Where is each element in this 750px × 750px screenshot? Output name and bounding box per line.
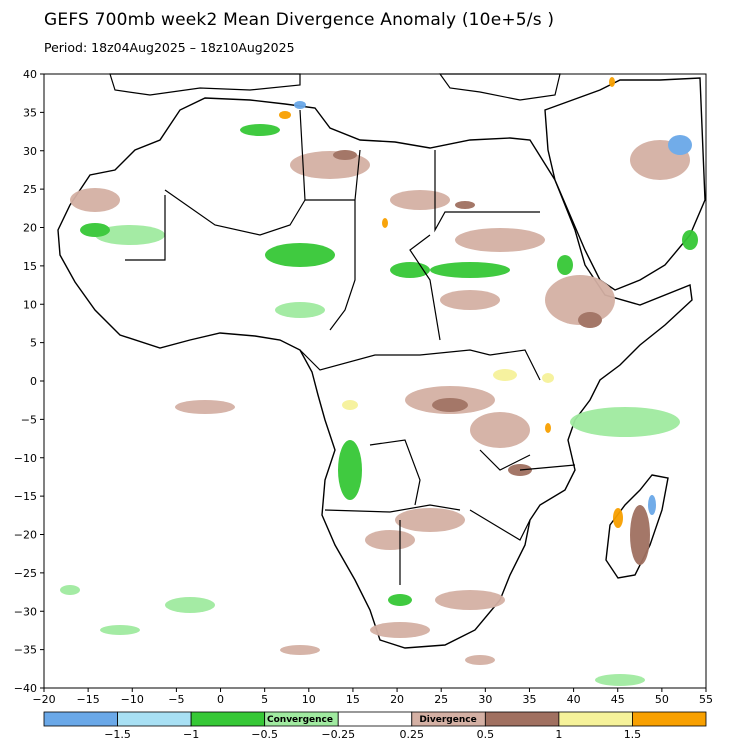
y-tick-label: 20: [23, 222, 37, 235]
colorbar-swatch: [337, 711, 413, 727]
x-tick-label: 35: [522, 693, 536, 706]
colorbar-label: 0.25: [400, 728, 425, 741]
x-tick-label: 5: [261, 693, 268, 706]
country-borders: [125, 109, 576, 585]
colorbar-label: −0.25: [321, 728, 355, 741]
y-tick-label: 15: [23, 260, 37, 273]
colorbar-label: 0.5: [477, 728, 495, 741]
x-tick-label: 50: [655, 693, 669, 706]
x-tick-label: −5: [168, 693, 184, 706]
map-period: Period: 18z04Aug2025 – 18z10Aug2025: [44, 40, 295, 55]
arabian-peninsula: [544, 77, 706, 291]
colorbar-swatch: [190, 711, 266, 727]
x-tick-label: −10: [121, 693, 144, 706]
y-tick-label: −20: [14, 529, 37, 542]
y-tick-label: −15: [14, 490, 37, 503]
y-tick-label: 40: [23, 68, 37, 81]
x-tick-label: 20: [390, 693, 404, 706]
y-tick-label: 5: [30, 337, 37, 350]
y-tick-label: −35: [14, 644, 37, 657]
map-title: GEFS 700mb week2 Mean Divergence Anomaly…: [44, 10, 555, 30]
y-tick-label: 30: [23, 145, 37, 158]
colorbar-swatch: [632, 711, 707, 727]
y-tick-label: 35: [23, 106, 37, 119]
colorbar-label: −1: [183, 728, 199, 741]
colorbar-swatch: [484, 711, 560, 727]
colorbar-label: −0.5: [251, 728, 278, 741]
europe-fragment: [109, 73, 301, 96]
x-tick-label: 40: [567, 693, 581, 706]
colorbar-divergence-label: Divergence: [419, 715, 476, 725]
colorbar-swatch: [43, 711, 118, 727]
colorbar-label: −1.5: [104, 728, 131, 741]
y-tick-label: −30: [14, 605, 37, 618]
y-tick-label: −25: [14, 567, 37, 580]
europe-fragment-east: [438, 73, 561, 101]
y-tick-label: 25: [23, 183, 37, 196]
colorbar: Convergence Divergence −1.5 −1 −0.5 −0.25 0.…: [43, 711, 707, 741]
y-axis: 40 35 30 25 20 15 10 5 0 −5 −10 −15 −20 −25 −30 −35 −40: [14, 68, 44, 695]
x-tick-label: 15: [346, 693, 360, 706]
colorbar-swatch: [117, 711, 192, 727]
x-tick-label: 0: [217, 693, 224, 706]
x-tick-label: 30: [478, 693, 492, 706]
colorbar-convergence-label: Convergence: [267, 715, 333, 725]
y-tick-label: 0: [30, 375, 37, 388]
x-tick-label: −20: [32, 693, 55, 706]
y-tick-label: −10: [14, 452, 37, 465]
y-tick-label: −5: [21, 413, 37, 426]
colorbar-swatch: [558, 711, 633, 727]
x-tick-label: 55: [699, 693, 713, 706]
y-tick-label: 10: [23, 298, 37, 311]
y-tick-label: −40: [14, 682, 37, 695]
x-tick-label: 25: [434, 693, 448, 706]
x-tick-label: 10: [302, 693, 316, 706]
x-axis: −20 −15 −10 −5 0 5 10 15 20 25 30 35 40 45 50 55: [32, 688, 713, 706]
colorbar-label: 1.5: [624, 728, 642, 741]
x-tick-label: 45: [611, 693, 625, 706]
colorbar-label: 1: [555, 728, 562, 741]
x-tick-label: −15: [77, 693, 100, 706]
